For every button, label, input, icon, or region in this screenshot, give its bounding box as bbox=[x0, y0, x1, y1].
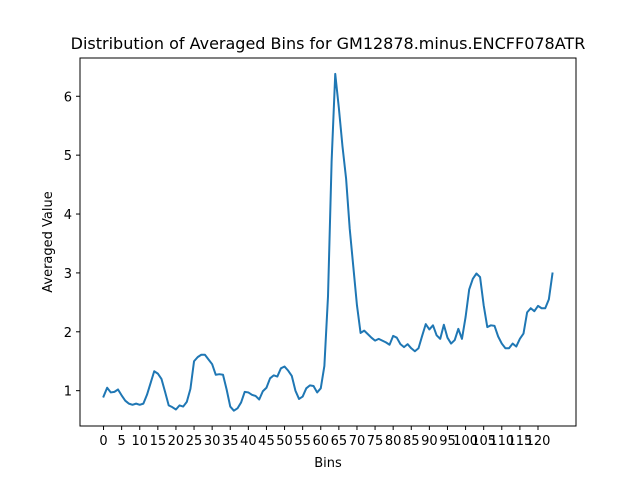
x-ticks: 0 5 10 15 20 25 30 35 40 45 50 55 60 65 70 75 80 85 90 9510… bbox=[99, 426, 550, 449]
x-tick-label: 60 bbox=[312, 434, 329, 449]
y-tick-label: 5 bbox=[64, 149, 72, 164]
x-tick-label: 20 bbox=[168, 434, 185, 449]
x-tick-label: 35 bbox=[222, 434, 239, 449]
x-tick-label: 95 bbox=[439, 434, 456, 449]
x-tick-label: 10 bbox=[131, 434, 148, 449]
x-tick-label: 55 bbox=[294, 434, 311, 449]
x-tick-label: 30 bbox=[204, 434, 221, 449]
x-tick-label: 0 bbox=[99, 434, 107, 449]
x-tick-label: 120 bbox=[526, 434, 551, 449]
y-tick-label: 3 bbox=[64, 267, 72, 282]
x-tick-label: 40 bbox=[240, 434, 257, 449]
series-group bbox=[102, 72, 554, 412]
x-tick-label: 5 bbox=[117, 434, 125, 449]
y-ticks: 1 2 3 4 5 6 bbox=[64, 90, 80, 400]
series-line bbox=[102, 72, 554, 412]
x-tick-label: 85 bbox=[403, 434, 420, 449]
x-tick-label: 45 bbox=[258, 434, 275, 449]
x-tick-label: 110 bbox=[489, 434, 514, 449]
plot-area-frame bbox=[79, 57, 577, 427]
x-tick-label: 50 bbox=[276, 434, 293, 449]
x-tick-label: 25 bbox=[186, 434, 203, 449]
x-tick-label: 70 bbox=[349, 434, 366, 449]
x-tick-label: 80 bbox=[385, 434, 402, 449]
x-axis-label: Bins bbox=[314, 456, 342, 471]
y-tick-label: 2 bbox=[64, 326, 72, 341]
y-tick-label: 6 bbox=[64, 90, 72, 105]
x-tick-label: 105 bbox=[471, 434, 496, 449]
chart-title: Distribution of Averaged Bins for GM1287… bbox=[71, 34, 586, 53]
x-tick-label: 115 bbox=[507, 434, 532, 449]
y-tick-label: 4 bbox=[64, 208, 72, 223]
y-tick-label: 1 bbox=[64, 385, 72, 400]
x-tick-label: 90 bbox=[421, 434, 438, 449]
x-tick-label: 100 bbox=[453, 434, 478, 449]
x-tick-label: 75 bbox=[367, 434, 384, 449]
x-tick-label: 15 bbox=[150, 434, 167, 449]
x-tick-label: 65 bbox=[331, 434, 348, 449]
y-axis-label: Averaged Value bbox=[41, 191, 56, 292]
